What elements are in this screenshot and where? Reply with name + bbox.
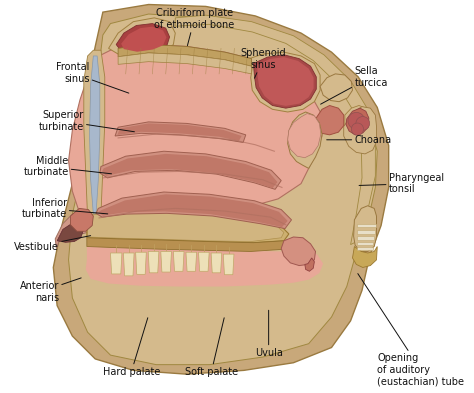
Polygon shape — [121, 27, 166, 52]
Polygon shape — [173, 252, 184, 271]
Polygon shape — [102, 154, 277, 188]
Polygon shape — [84, 50, 105, 218]
Polygon shape — [186, 252, 197, 271]
Circle shape — [356, 117, 370, 130]
Text: Sphenoid
sinus: Sphenoid sinus — [240, 48, 286, 78]
Polygon shape — [354, 206, 376, 252]
Text: Hard palate: Hard palate — [103, 318, 160, 376]
Polygon shape — [100, 151, 281, 189]
Text: Cribriform plate
of ethmoid bone: Cribriform plate of ethmoid bone — [154, 8, 235, 46]
Polygon shape — [148, 252, 159, 273]
Polygon shape — [223, 254, 234, 275]
Polygon shape — [357, 224, 376, 228]
Polygon shape — [199, 252, 209, 271]
Polygon shape — [71, 208, 93, 231]
Text: Uvula: Uvula — [255, 310, 283, 358]
Polygon shape — [357, 242, 374, 245]
Text: Sella
turcica: Sella turcica — [320, 66, 388, 104]
Polygon shape — [257, 57, 314, 106]
Polygon shape — [98, 194, 288, 227]
Polygon shape — [305, 258, 314, 271]
Text: Pharyngeal
tonsil: Pharyngeal tonsil — [359, 173, 444, 195]
Polygon shape — [346, 108, 369, 135]
Polygon shape — [87, 212, 289, 243]
Polygon shape — [357, 230, 375, 234]
Polygon shape — [109, 18, 175, 56]
Text: Superior
turbinate: Superior turbinate — [38, 110, 135, 132]
Polygon shape — [90, 56, 100, 214]
Text: Soft palate: Soft palate — [185, 318, 238, 376]
Polygon shape — [136, 252, 146, 274]
Polygon shape — [86, 246, 323, 286]
Text: Choana: Choana — [327, 135, 392, 145]
Circle shape — [351, 123, 364, 135]
Polygon shape — [345, 105, 370, 136]
Polygon shape — [320, 74, 353, 102]
Polygon shape — [353, 246, 377, 268]
Polygon shape — [110, 253, 122, 274]
Polygon shape — [118, 53, 252, 74]
Polygon shape — [69, 14, 377, 365]
Text: Vestibule: Vestibule — [14, 236, 91, 252]
Polygon shape — [115, 122, 246, 143]
Polygon shape — [246, 52, 320, 112]
Polygon shape — [254, 55, 316, 108]
Polygon shape — [87, 238, 285, 252]
Polygon shape — [288, 114, 321, 158]
Polygon shape — [281, 237, 316, 266]
Polygon shape — [57, 224, 83, 242]
Polygon shape — [53, 4, 389, 374]
Polygon shape — [116, 24, 170, 53]
Polygon shape — [344, 107, 376, 154]
Polygon shape — [55, 212, 93, 248]
Polygon shape — [161, 252, 172, 272]
Polygon shape — [357, 236, 374, 240]
Text: Inferior
turbinate: Inferior turbinate — [21, 198, 108, 219]
Polygon shape — [69, 44, 322, 218]
Text: Anterior
naris: Anterior naris — [19, 278, 81, 303]
Text: Opening
of auditory
(eustachian) tube: Opening of auditory (eustachian) tube — [358, 274, 464, 386]
Polygon shape — [118, 44, 252, 66]
Polygon shape — [175, 15, 375, 244]
Text: Frontal
sinus: Frontal sinus — [56, 62, 129, 93]
Polygon shape — [288, 112, 322, 168]
Polygon shape — [123, 253, 134, 276]
Polygon shape — [96, 192, 292, 229]
Polygon shape — [118, 123, 242, 141]
Circle shape — [348, 112, 365, 129]
Polygon shape — [314, 105, 344, 135]
Polygon shape — [211, 253, 222, 273]
Polygon shape — [357, 246, 373, 250]
Polygon shape — [88, 212, 284, 242]
Text: Middle
turbinate: Middle turbinate — [23, 156, 111, 177]
